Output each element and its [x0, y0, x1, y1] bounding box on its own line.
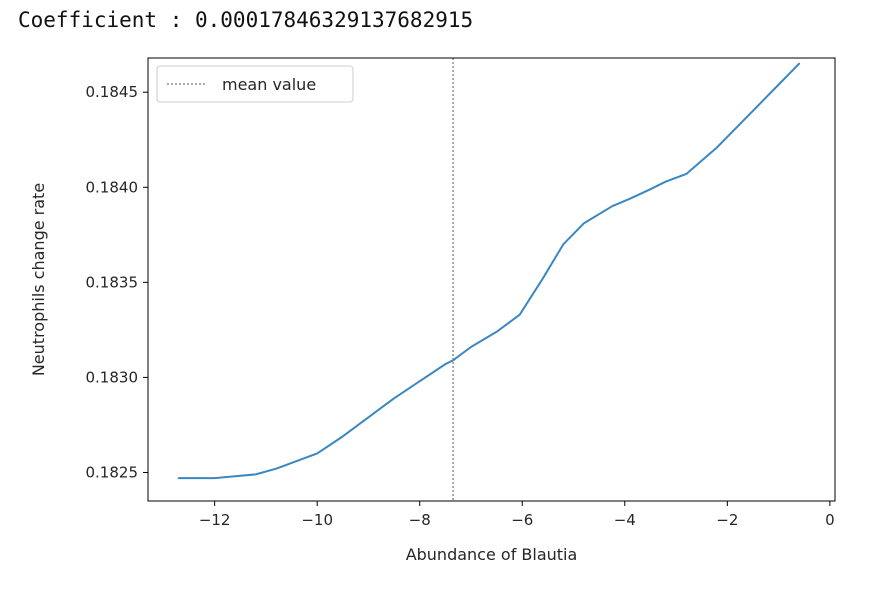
coefficient-text: Coefficient : 0.00017846329137682915	[18, 8, 474, 32]
x-tick-label: −2	[716, 511, 738, 529]
y-axis-label: Neutrophils change rate	[29, 183, 48, 376]
y-ticks: 0.1825 0.1830 0.1835 0.1840 0.1845	[86, 83, 148, 481]
y-tick-label: 0.1840	[86, 178, 139, 196]
legend-mean-label: mean value	[222, 75, 316, 94]
y-tick-label: 0.1830	[86, 368, 139, 386]
x-tick-label: −4	[614, 511, 636, 529]
x-tick-label: −8	[409, 511, 431, 529]
x-tick-label: 0	[825, 511, 835, 529]
x-ticks: −12 −10 −8 −6 −4 −2 0	[199, 501, 835, 529]
series-line-0	[177, 62, 801, 480]
x-tick-label: −6	[511, 511, 533, 529]
plot-frame	[147, 57, 836, 502]
x-tick-label: −12	[199, 511, 231, 529]
y-tick-label: 0.1825	[86, 463, 139, 481]
series-layer	[177, 62, 801, 480]
y-tick-label: 0.1835	[86, 273, 139, 291]
legend: mean value	[156, 65, 354, 103]
x-tick-label: −10	[301, 511, 333, 529]
x-axis-label: Abundance of Blautia	[406, 545, 578, 564]
legend-box	[156, 65, 354, 103]
y-tick-label: 0.1845	[86, 83, 139, 101]
